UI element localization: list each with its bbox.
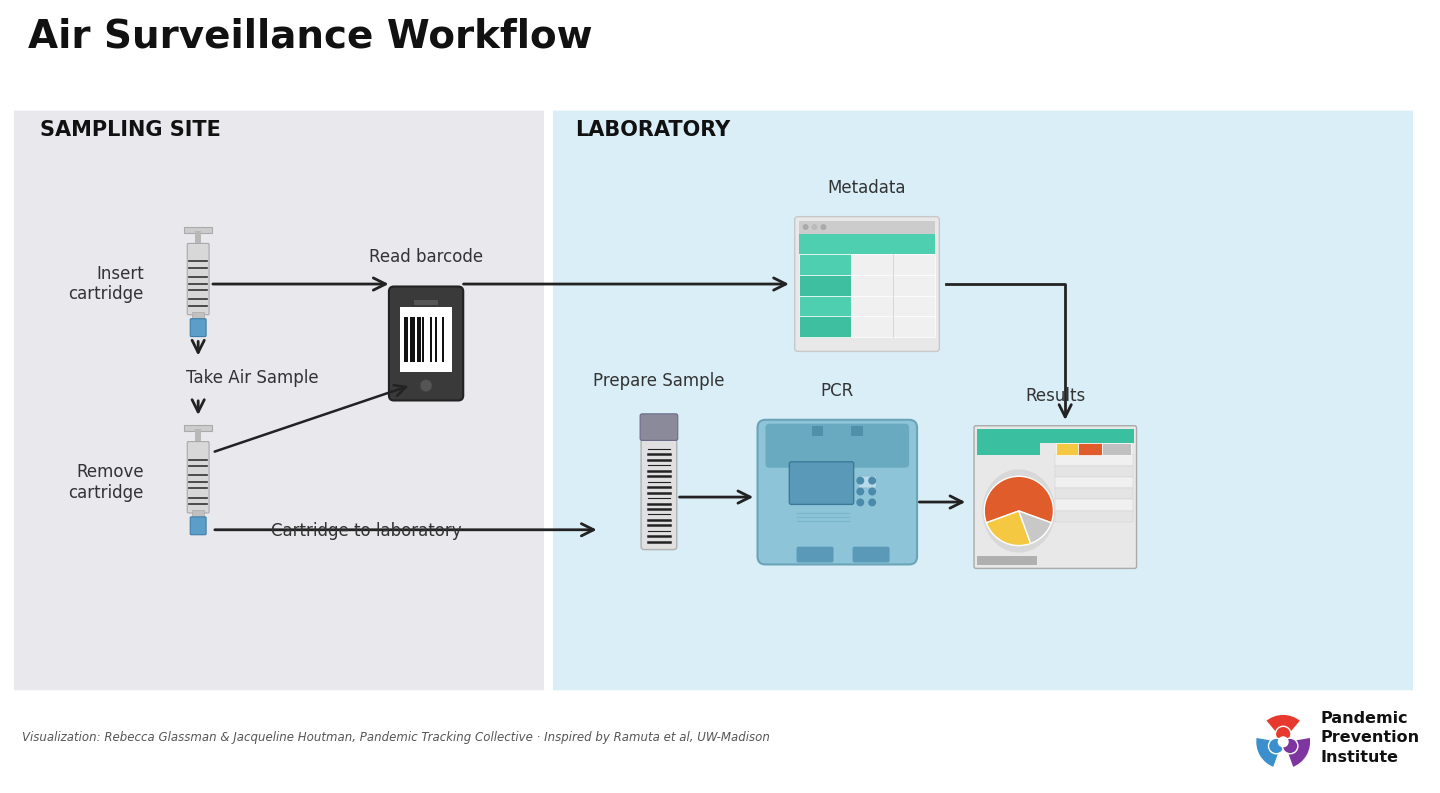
Wedge shape — [984, 477, 1054, 523]
Bar — [429, 317, 432, 362]
Text: Metadata: Metadata — [828, 179, 906, 197]
FancyBboxPatch shape — [815, 476, 832, 488]
Bar — [184, 227, 212, 232]
Bar — [400, 307, 452, 372]
Circle shape — [868, 488, 876, 496]
Bar — [1056, 500, 1133, 511]
Circle shape — [868, 499, 876, 507]
Circle shape — [868, 477, 876, 485]
Text: Prepare Sample: Prepare Sample — [593, 372, 724, 390]
Text: Remove
cartridge: Remove cartridge — [68, 463, 144, 502]
Bar — [435, 317, 436, 362]
Bar — [851, 316, 936, 337]
Ellipse shape — [982, 469, 1056, 553]
Bar — [851, 255, 936, 275]
FancyBboxPatch shape — [187, 442, 209, 513]
Text: Take Air Sample: Take Air Sample — [186, 370, 318, 387]
Bar — [851, 426, 863, 435]
Text: PCR: PCR — [821, 382, 854, 400]
Circle shape — [1277, 736, 1289, 747]
Bar — [1056, 477, 1133, 488]
Bar — [1056, 488, 1133, 500]
Wedge shape — [986, 511, 1031, 546]
Bar — [812, 426, 824, 435]
Circle shape — [857, 499, 864, 507]
Bar — [1102, 442, 1130, 455]
Bar — [405, 317, 408, 362]
FancyBboxPatch shape — [190, 319, 206, 336]
Bar — [422, 317, 425, 362]
FancyBboxPatch shape — [641, 438, 677, 550]
Bar — [0, 690, 1427, 789]
Wedge shape — [1266, 714, 1300, 741]
Bar — [196, 429, 202, 445]
Bar — [415, 301, 438, 305]
Text: Insert
cartridge: Insert cartridge — [68, 265, 144, 304]
Bar — [1056, 466, 1133, 477]
FancyBboxPatch shape — [766, 423, 909, 468]
FancyBboxPatch shape — [789, 462, 854, 504]
FancyBboxPatch shape — [757, 419, 917, 565]
Circle shape — [1276, 726, 1290, 741]
Text: Cartridge to laboratory: Cartridge to laboratory — [271, 522, 462, 540]
Wedge shape — [1283, 737, 1310, 768]
Bar — [0, 4, 1427, 105]
Bar — [418, 317, 420, 362]
FancyBboxPatch shape — [852, 546, 890, 562]
Bar — [184, 425, 212, 431]
Bar — [799, 275, 851, 296]
Bar — [1057, 442, 1079, 455]
Bar — [1056, 455, 1133, 466]
Circle shape — [812, 224, 818, 230]
Bar — [196, 231, 202, 247]
Bar — [851, 296, 936, 316]
Bar — [976, 429, 1133, 442]
Circle shape — [420, 380, 432, 392]
Circle shape — [802, 224, 808, 230]
Text: Results: Results — [1025, 387, 1086, 405]
Text: Air Surveillance Workflow: Air Surveillance Workflow — [27, 17, 592, 56]
FancyBboxPatch shape — [190, 517, 206, 534]
Bar — [799, 296, 851, 316]
Bar — [192, 510, 204, 520]
Text: SAMPLING SITE: SAMPLING SITE — [40, 121, 220, 140]
Bar — [976, 442, 1041, 455]
Bar — [1056, 511, 1133, 522]
Circle shape — [1269, 738, 1284, 754]
Bar — [799, 220, 936, 233]
Wedge shape — [1256, 737, 1283, 768]
FancyBboxPatch shape — [553, 111, 1413, 690]
FancyBboxPatch shape — [837, 476, 854, 488]
Bar — [1079, 442, 1102, 455]
FancyBboxPatch shape — [796, 546, 834, 562]
Text: LABORATORY: LABORATORY — [575, 121, 730, 140]
Text: Visualization: Rebecca Glassman & Jacqueline Houtman, Pandemic Tracking Collecti: Visualization: Rebecca Glassman & Jacque… — [22, 731, 769, 745]
Bar — [976, 556, 1037, 565]
Circle shape — [857, 477, 864, 485]
Circle shape — [1283, 738, 1297, 754]
Circle shape — [857, 488, 864, 496]
Wedge shape — [1020, 511, 1051, 543]
FancyBboxPatch shape — [793, 476, 811, 488]
FancyBboxPatch shape — [973, 426, 1136, 569]
FancyBboxPatch shape — [187, 243, 209, 315]
FancyBboxPatch shape — [389, 286, 464, 400]
Bar — [410, 317, 415, 362]
Bar — [799, 255, 851, 275]
Circle shape — [821, 224, 827, 230]
Bar — [799, 316, 851, 337]
Bar — [192, 312, 204, 322]
FancyBboxPatch shape — [14, 111, 544, 690]
Bar — [442, 317, 445, 362]
Bar — [799, 233, 936, 255]
Text: Pandemic
Prevention
Institute: Pandemic Prevention Institute — [1320, 711, 1420, 764]
Text: Read barcode: Read barcode — [369, 248, 484, 266]
Bar — [851, 275, 936, 296]
FancyBboxPatch shape — [795, 216, 939, 351]
FancyBboxPatch shape — [641, 414, 678, 440]
FancyBboxPatch shape — [858, 476, 877, 488]
